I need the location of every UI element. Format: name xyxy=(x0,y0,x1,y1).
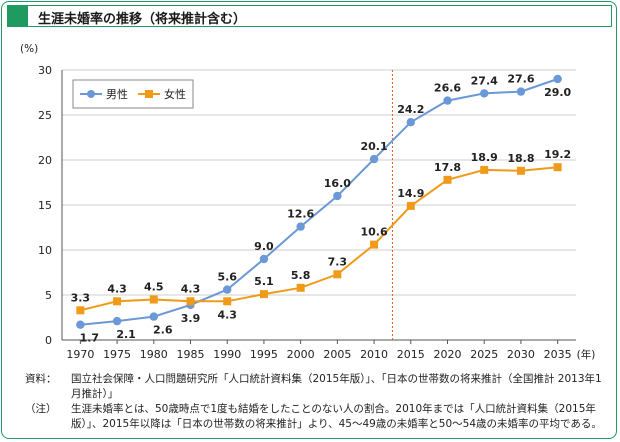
x-axis-unit: (年) xyxy=(577,348,596,361)
y-tick-label: 10 xyxy=(38,244,52,257)
female-point xyxy=(443,175,452,184)
female-data-label: 4.3 xyxy=(217,308,237,321)
x-tick-label: 2015 xyxy=(397,348,425,361)
female-point xyxy=(333,270,342,279)
male-data-label: 24.2 xyxy=(397,103,424,116)
male-point xyxy=(333,191,342,201)
male-point xyxy=(259,254,269,264)
female-data-label: 4.5 xyxy=(144,281,164,294)
y-tick-label: 20 xyxy=(38,154,52,167)
male-point xyxy=(553,74,562,84)
male-point xyxy=(296,222,305,231)
male-point xyxy=(76,320,85,329)
male-point xyxy=(406,118,415,127)
x-tick-label: 2020 xyxy=(434,348,462,361)
legend-label: 男性 xyxy=(106,87,128,101)
x-tick-label: 1995 xyxy=(250,348,278,361)
footnote-text: 生涯未婚率とは、50歳時点で1度も結婚をしたことのない人の割合。2010年までは… xyxy=(71,403,602,430)
female-point xyxy=(186,297,195,306)
female-data-label: 3.3 xyxy=(71,291,91,304)
male-data-label: 16.0 xyxy=(324,177,351,190)
legend-marker-male xyxy=(87,90,95,98)
male-data-label: 2.6 xyxy=(153,324,173,337)
female-data-label: 4.3 xyxy=(107,282,127,295)
x-tick-label: 1975 xyxy=(103,348,131,361)
female-point xyxy=(370,240,379,249)
male-data-label: 27.4 xyxy=(471,74,498,87)
legend-label: 女性 xyxy=(164,87,186,101)
male-point xyxy=(223,285,232,294)
female-point xyxy=(223,297,232,306)
x-tick-label: 2035 xyxy=(544,348,572,361)
x-tick-label: 1970 xyxy=(66,348,94,361)
male-data-label: 29.0 xyxy=(544,86,571,99)
female-data-label: 4.3 xyxy=(181,282,201,295)
female-data-label: 18.8 xyxy=(507,152,534,165)
female-data-label: 17.8 xyxy=(434,161,461,174)
female-point xyxy=(296,283,305,292)
series-line-male xyxy=(80,78,558,326)
y-tick-label: 0 xyxy=(45,334,52,347)
y-tick-label: 30 xyxy=(38,64,52,77)
male-data-label: 5.6 xyxy=(217,271,237,284)
female-point xyxy=(480,165,489,174)
male-data-label: 12.6 xyxy=(287,208,314,221)
x-tick-label: 1985 xyxy=(177,348,205,361)
chart-title: 生涯未婚率の推移（将来推計含む） xyxy=(38,12,247,27)
female-point xyxy=(259,290,268,299)
female-data-label: 14.9 xyxy=(397,187,424,200)
male-point xyxy=(480,89,489,98)
female-point xyxy=(76,306,85,315)
female-data-label: 19.2 xyxy=(544,148,571,161)
male-data-label: 2.1 xyxy=(116,328,136,341)
female-data-label: 7.3 xyxy=(328,255,348,268)
x-tick-label: 2010 xyxy=(360,348,388,361)
y-tick-label: 5 xyxy=(45,289,52,302)
notes: 資料： 国立社会保障・人口問題研究所「人口統計資料集（2015年版）」、「日本の… xyxy=(25,372,610,432)
x-tick-label: 1980 xyxy=(140,348,168,361)
male-point xyxy=(369,154,379,164)
title-bar: 生涯未婚率の推移（将来推計含む） xyxy=(7,5,612,27)
female-point xyxy=(149,295,158,304)
x-tick-label: 2005 xyxy=(323,348,351,361)
footnote-label: （注） xyxy=(25,403,57,415)
male-point xyxy=(149,312,158,321)
x-tick-label: 2025 xyxy=(470,348,498,361)
y-tick-label: 15 xyxy=(38,199,52,212)
female-point xyxy=(406,201,415,210)
y-axis-unit: (%) xyxy=(20,43,38,55)
x-tick-label: 1990 xyxy=(213,348,241,361)
footnote: （注） 生涯未婚率とは、50歳時点で1度も結婚をしたことのない人の割合。2010… xyxy=(25,402,610,432)
male-data-label: 3.9 xyxy=(181,312,201,325)
female-point xyxy=(553,163,562,172)
female-point xyxy=(516,166,525,175)
male-data-label: 26.6 xyxy=(434,82,461,95)
male-point xyxy=(112,316,122,326)
source-text: 国立社会保障・人口問題研究所「人口統計資料集（2015年版）」、「日本の世帯数の… xyxy=(71,373,602,400)
source-note: 資料： 国立社会保障・人口問題研究所「人口統計資料集（2015年版）」、「日本の… xyxy=(25,372,610,402)
male-data-label: 9.0 xyxy=(254,240,274,253)
male-point xyxy=(516,87,526,96)
x-tick-label: 2030 xyxy=(507,348,535,361)
y-tick-label: 25 xyxy=(38,109,52,122)
x-tick-label: 2000 xyxy=(287,348,315,361)
female-data-label: 5.1 xyxy=(254,275,274,288)
female-data-label: 10.6 xyxy=(361,226,388,239)
source-label: 資料： xyxy=(25,373,57,385)
male-point xyxy=(443,96,452,105)
series-line-female xyxy=(80,166,558,312)
male-data-label: 27.6 xyxy=(507,73,534,86)
legend-marker-female xyxy=(145,90,153,98)
male-data-label: 20.1 xyxy=(361,140,388,153)
female-point xyxy=(113,297,122,306)
female-data-label: 5.8 xyxy=(291,269,311,282)
female-data-label: 18.9 xyxy=(471,151,498,164)
title-accent xyxy=(8,6,28,26)
male-data-label: 1.7 xyxy=(80,332,100,345)
